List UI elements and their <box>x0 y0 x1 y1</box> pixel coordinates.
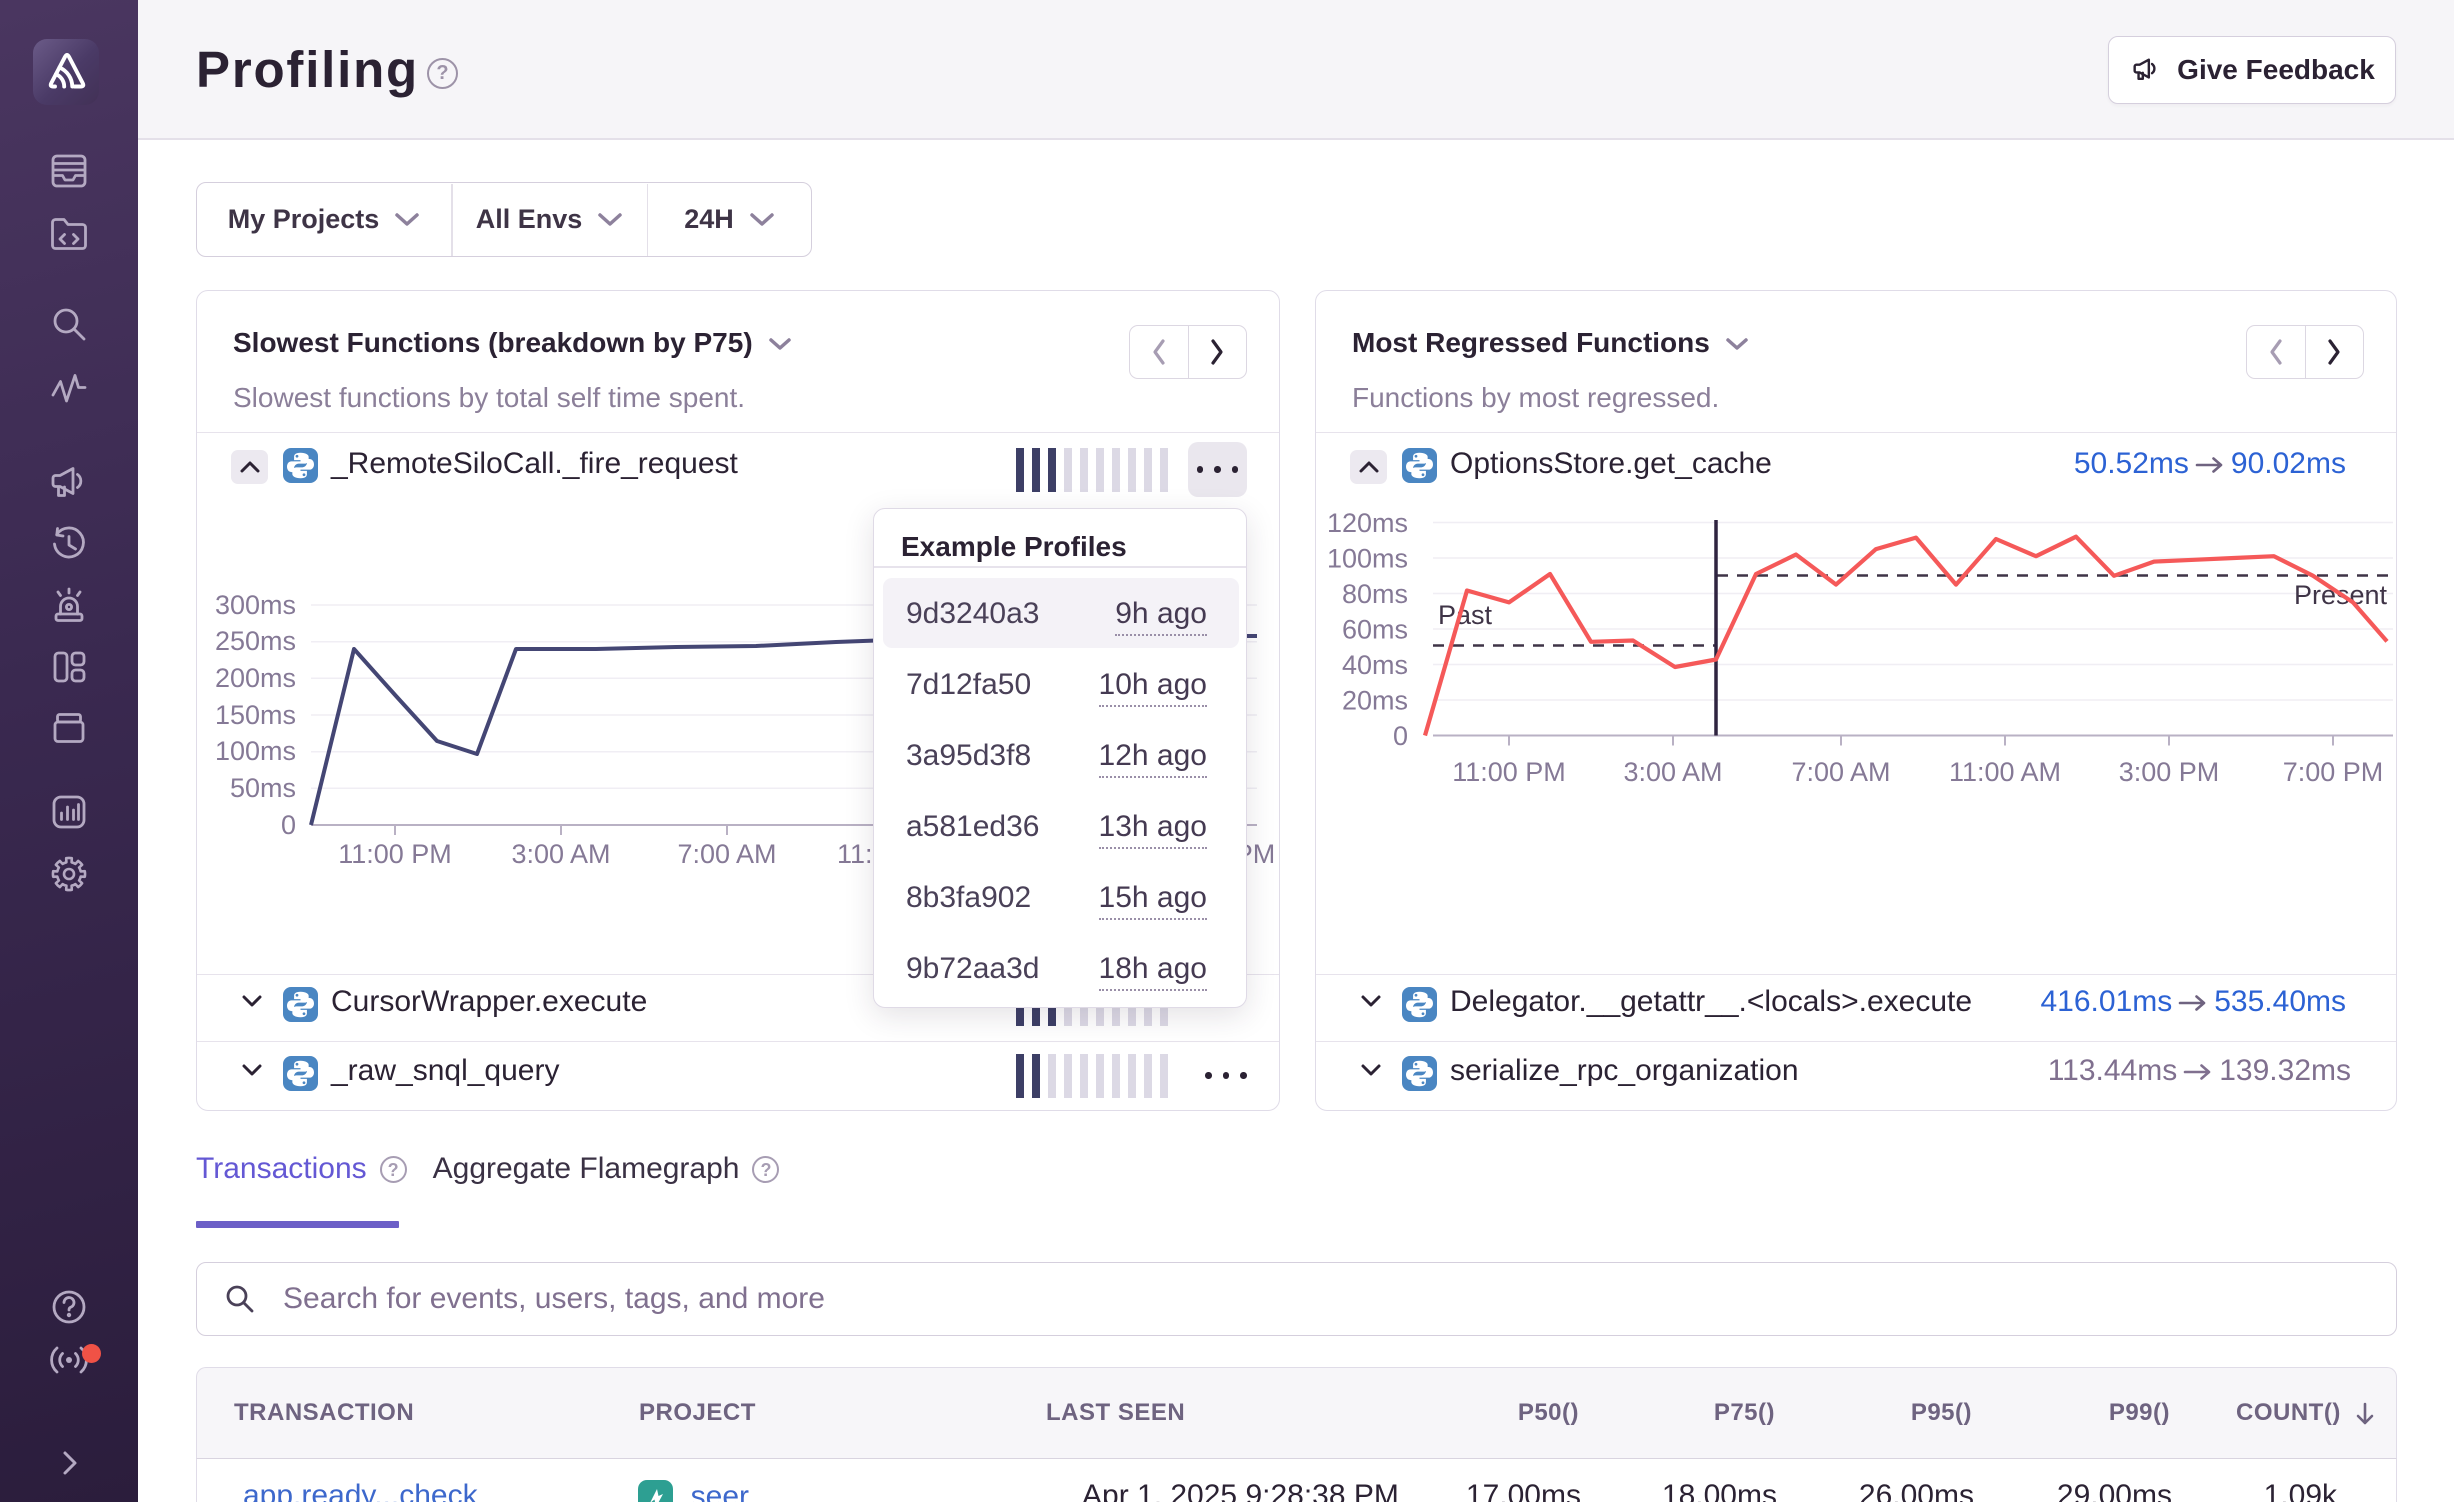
svg-text:300ms: 300ms <box>215 590 296 620</box>
svg-text:250ms: 250ms <box>215 626 296 656</box>
svg-text:20ms: 20ms <box>1342 686 1408 716</box>
svg-text:120ms: 120ms <box>1327 508 1408 538</box>
svg-text:7:00 AM: 7:00 AM <box>1791 757 1890 787</box>
svg-text:100ms: 100ms <box>215 736 296 766</box>
svg-text:200ms: 200ms <box>215 663 296 693</box>
svg-text:60ms: 60ms <box>1342 615 1408 645</box>
svg-text:50ms: 50ms <box>230 773 296 803</box>
svg-text:Past: Past <box>1438 600 1493 630</box>
svg-text:0: 0 <box>1393 721 1408 751</box>
svg-text:7:00 AM: 7:00 AM <box>677 839 776 869</box>
svg-text:11:00 AM: 11:00 AM <box>1949 757 2061 787</box>
svg-text:40ms: 40ms <box>1342 650 1408 680</box>
svg-text:11:00 PM: 11:00 PM <box>1452 757 1566 787</box>
svg-text:3:00 AM: 3:00 AM <box>1623 757 1722 787</box>
svg-text:100ms: 100ms <box>1327 544 1408 574</box>
svg-text:150ms: 150ms <box>215 700 296 730</box>
svg-text:7:00 PM: 7:00 PM <box>2283 757 2384 787</box>
svg-text:3:00 AM: 3:00 AM <box>511 839 610 869</box>
svg-text:80ms: 80ms <box>1342 579 1408 609</box>
svg-text:11:00 PM: 11:00 PM <box>338 839 452 869</box>
svg-text:3:00 PM: 3:00 PM <box>2119 757 2220 787</box>
svg-text:0: 0 <box>281 810 296 840</box>
